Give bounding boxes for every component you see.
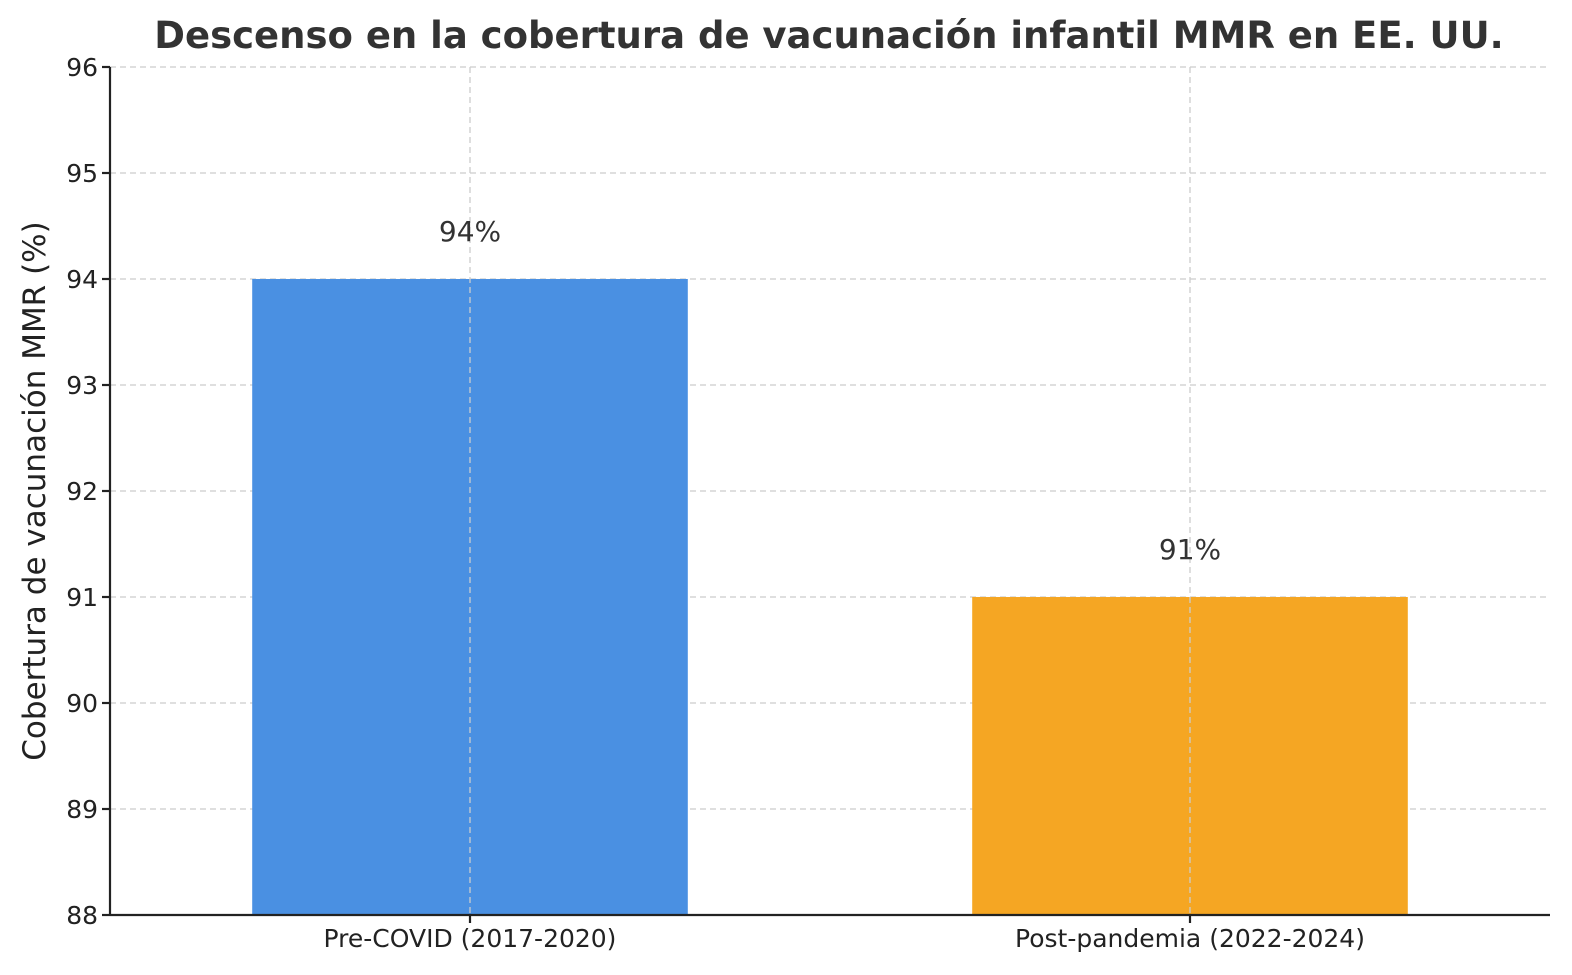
y-tick-label: 93 (66, 371, 98, 400)
y-tick-label: 91 (66, 583, 98, 612)
y-tick-label: 96 (66, 53, 98, 82)
data-label: 91% (1159, 533, 1221, 566)
x-tick-label: Post-pandemia (2022-2024) (1015, 924, 1365, 953)
x-tick-label: Pre-COVID (2017-2020) (324, 924, 617, 953)
y-tick-label: 95 (66, 159, 98, 188)
y-tick-label: 89 (66, 795, 98, 824)
axes-layer (102, 65, 1550, 923)
y-axis-label: Cobertura de vacunación MMR (%) (17, 221, 53, 760)
chart-title: Descenso en la cobertura de vacunación i… (154, 14, 1503, 57)
y-tick-label: 88 (66, 901, 98, 930)
y-tick-label: 94 (66, 265, 98, 294)
data-label: 94% (439, 215, 501, 248)
y-tick-label: 92 (66, 477, 98, 506)
y-tick-label: 90 (66, 689, 98, 718)
grid-vertical-layer (469, 67, 1191, 915)
labels-layer: 88 89 90 91 92 93 94 95 96 94% Pre-COVID (2017-202… (66, 53, 1365, 953)
